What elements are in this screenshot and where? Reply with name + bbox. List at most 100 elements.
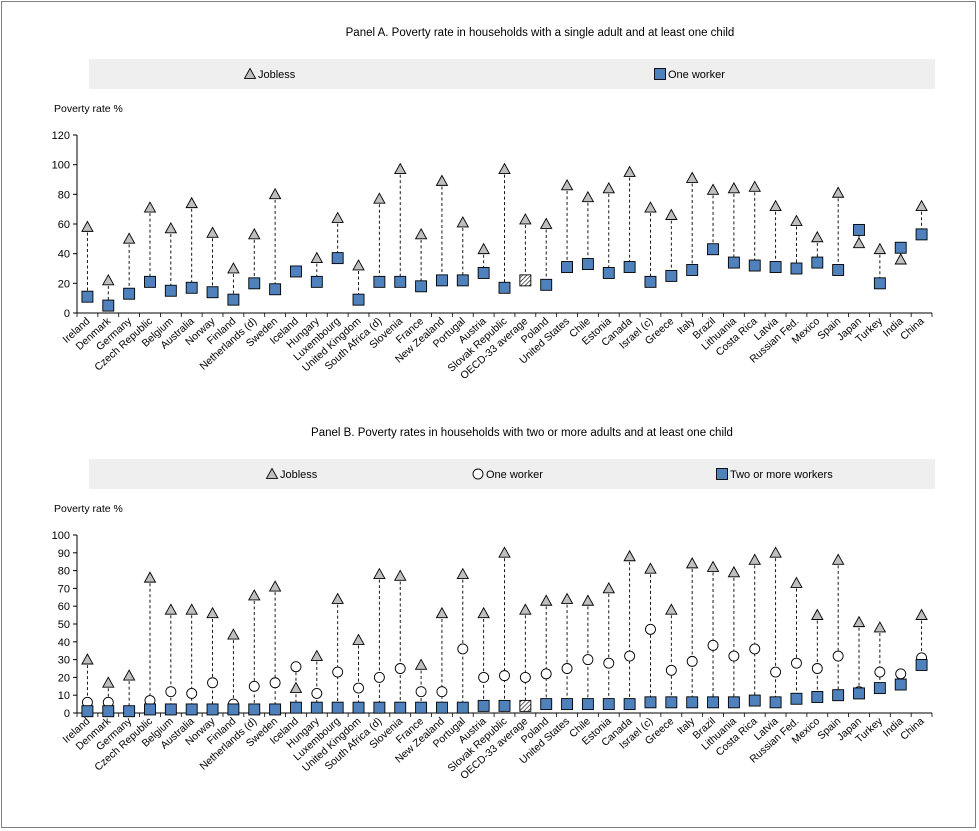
data-point-square xyxy=(581,698,594,711)
data-point-circle xyxy=(645,623,656,635)
data-point-square xyxy=(873,682,886,695)
data-point-square xyxy=(644,696,657,709)
data-point-square xyxy=(623,698,636,711)
data-point-triangle xyxy=(623,165,636,177)
data-point-square xyxy=(310,275,323,288)
data-point-triangle xyxy=(831,553,845,565)
data-point-circle xyxy=(707,639,719,651)
data-point-square xyxy=(853,687,865,700)
data-point-triangle xyxy=(644,562,657,574)
data-point-square xyxy=(665,696,678,709)
data-point-square xyxy=(686,264,699,276)
data-point-square xyxy=(144,703,156,716)
data-point-square xyxy=(727,256,740,269)
data-point-square xyxy=(477,699,490,712)
data-point-circle xyxy=(561,663,573,674)
data-point-circle xyxy=(540,668,552,680)
data-point-triangle xyxy=(581,190,595,203)
legend-label: Jobless xyxy=(280,469,318,481)
x-tick-label: China xyxy=(898,315,927,342)
data-point-square xyxy=(102,299,115,312)
legend-marker-triangle xyxy=(243,67,257,79)
data-point-square xyxy=(540,278,553,291)
data-point-triangle xyxy=(769,199,782,212)
data-point-circle xyxy=(290,661,302,673)
legend-marker-square xyxy=(654,68,666,80)
panel-b: Panel B. Poverty rates in households wit… xyxy=(52,427,935,782)
data-point-triangle xyxy=(122,232,136,244)
legend-box xyxy=(89,459,935,489)
data-point-circle xyxy=(394,663,406,674)
data-point-circle xyxy=(686,655,698,667)
data-point-circle xyxy=(770,666,782,678)
data-point-triangle xyxy=(185,603,198,615)
data-point-triangle xyxy=(185,196,198,209)
data-point-square xyxy=(331,701,344,714)
data-point-triangle xyxy=(414,227,428,240)
data-point-circle xyxy=(603,657,615,669)
y-tick-label: 20 xyxy=(58,672,70,684)
data-point-square xyxy=(373,701,386,714)
data-point-square xyxy=(915,658,928,671)
data-point-square xyxy=(769,696,782,709)
y-tick-label: 0 xyxy=(64,308,70,320)
data-point-triangle xyxy=(373,192,386,204)
data-point-triangle xyxy=(602,581,616,594)
data-point-triangle xyxy=(852,236,866,249)
data-point-triangle xyxy=(122,669,136,681)
data-point-triangle xyxy=(769,546,782,558)
data-point-triangle xyxy=(644,201,657,213)
data-point-circle xyxy=(353,682,364,694)
data-point-square xyxy=(540,698,553,711)
data-point-square xyxy=(102,705,115,718)
legend-marker-circle xyxy=(472,468,484,480)
legend-marker-triangle xyxy=(265,467,279,479)
data-point-circle xyxy=(415,686,427,698)
y-tick-label: 80 xyxy=(58,189,70,201)
data-point-triangle xyxy=(268,187,282,200)
data-point-circle xyxy=(499,670,510,682)
data-point-square xyxy=(81,705,94,718)
panel-a: Panel A. Poverty rate in households with… xyxy=(52,27,935,382)
data-point-triangle xyxy=(102,676,115,688)
data-point-square xyxy=(707,696,719,709)
data-point-square xyxy=(602,698,615,711)
legend-label: One worker xyxy=(668,69,725,81)
data-point-circle xyxy=(436,686,448,698)
y-tick-label: 80 xyxy=(58,566,70,578)
panel-title: Panel A. Poverty rate in households with… xyxy=(346,27,735,39)
data-point-circle xyxy=(373,671,385,683)
data-point-triangle xyxy=(206,226,219,238)
data-point-circle xyxy=(186,687,198,699)
data-point-triangle xyxy=(477,242,490,255)
data-point-triangle xyxy=(748,180,762,192)
data-point-triangle xyxy=(894,253,907,265)
data-point-circle xyxy=(811,663,823,674)
data-point-circle xyxy=(624,650,636,662)
data-point-triangle xyxy=(352,633,365,645)
data-point-square xyxy=(331,252,344,265)
data-point-square xyxy=(81,290,94,303)
data-point-triangle xyxy=(519,213,532,225)
data-point-square xyxy=(352,701,365,714)
data-point-triangle xyxy=(873,242,887,255)
data-point-triangle xyxy=(352,259,365,271)
data-point-square xyxy=(373,275,386,288)
data-point-triangle xyxy=(373,567,386,580)
data-point-square xyxy=(310,701,323,714)
data-point-square xyxy=(269,283,282,296)
data-point-triangle xyxy=(310,251,324,263)
y-axis-label: Poverty rate % xyxy=(54,503,123,515)
y-tick-label: 20 xyxy=(58,278,70,290)
data-point-triangle xyxy=(227,628,240,640)
data-point-triangle xyxy=(143,571,157,583)
y-tick-label: 120 xyxy=(52,130,70,142)
data-point-square xyxy=(853,223,865,236)
data-point-square xyxy=(915,228,928,241)
data-point-square xyxy=(248,703,261,716)
data-point-circle xyxy=(874,666,886,678)
panel-title: Panel B. Poverty rates in households wit… xyxy=(311,427,733,439)
data-point-triangle xyxy=(435,174,449,186)
data-point-triangle xyxy=(560,179,574,191)
data-point-triangle xyxy=(665,603,678,615)
